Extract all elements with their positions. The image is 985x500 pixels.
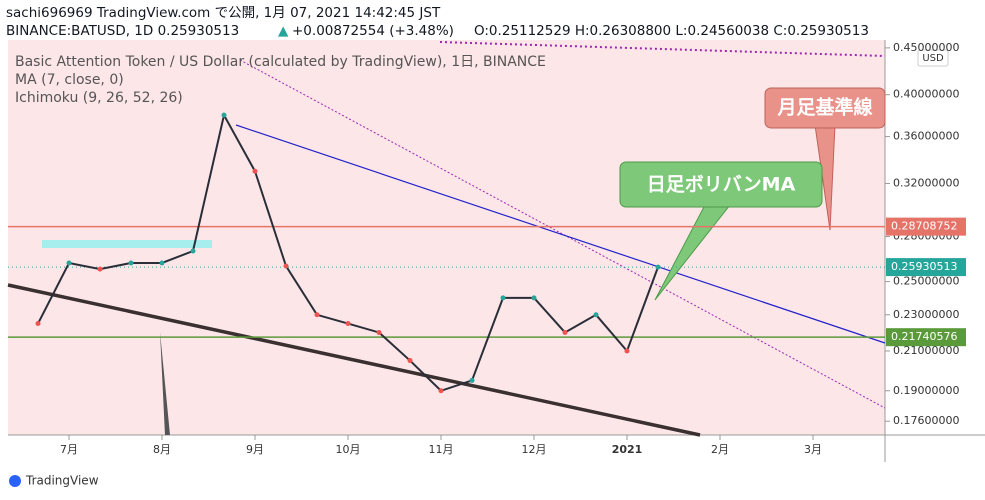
brand: TradingView: [25, 474, 99, 488]
price-point: [562, 329, 568, 335]
price-point: [190, 248, 196, 254]
trend-line: [235, 124, 886, 344]
price-point: [376, 329, 382, 335]
y-tick-label: 0.32000000: [893, 176, 959, 189]
header: sachi696969 TradingView.com で公開, 1月 07, …: [6, 5, 441, 21]
currency-box: [917, 49, 949, 67]
header-ohlc: O:0.25112529 H:0.26308800 L:0.24560038 C…: [474, 23, 869, 39]
price-point: [128, 260, 134, 266]
callout: [764, 87, 886, 129]
x-tick-label: 3月: [804, 443, 822, 456]
x-tick-label: 9月: [246, 443, 264, 456]
price-point: [221, 112, 227, 118]
plot-area: [8, 40, 885, 435]
x-tick-label: 2月: [711, 443, 729, 456]
price-point: [314, 312, 320, 318]
price-point: [655, 264, 661, 270]
x-tick-label: 2021: [612, 443, 643, 456]
price-point: [159, 260, 165, 266]
price-point: [345, 321, 351, 327]
x-tick-label: 11月: [429, 443, 454, 456]
trend-line: [439, 41, 886, 57]
header-change: +0.00872554 (+3.48%): [292, 23, 454, 39]
price-point: [500, 295, 506, 301]
level-label: 0.25930513: [891, 260, 957, 273]
annotation: 月足基準線: [776, 96, 872, 119]
price-point: [407, 358, 413, 364]
currency: USD: [922, 53, 944, 64]
y-tick-label: 0.40000000: [893, 88, 959, 101]
callout: [619, 161, 823, 208]
x-tick-label: 8月: [153, 443, 171, 456]
price-point: [66, 260, 72, 266]
price-point: [438, 388, 444, 394]
y-tick-label: 0.19000000: [893, 384, 959, 397]
y-tick-label: 0.21000000: [893, 344, 959, 357]
price-point: [593, 312, 599, 318]
y-tick-label: 0.45000000: [893, 41, 959, 54]
indicator: Ichimoku (9, 26, 52, 26): [15, 90, 183, 106]
header-symbol: BINANCE:BATUSD, 1D 0.25930513: [6, 23, 239, 39]
x-tick-label: 7月: [60, 443, 78, 456]
price-point: [469, 377, 475, 383]
y-tick-label: 0.17600000: [893, 414, 959, 427]
price-point: [283, 263, 289, 269]
pointer: [160, 332, 170, 435]
chart-title: Basic Attention Token / US Dollar (calcu…: [15, 54, 546, 70]
price-point: [97, 266, 103, 272]
price-point: [531, 295, 537, 301]
price-point: [624, 348, 630, 354]
level-label: 0.28708752: [891, 220, 957, 233]
header-arrow: ▲: [278, 23, 289, 39]
price-point: [35, 321, 41, 327]
price-point: [252, 168, 258, 174]
level-label-box: [886, 328, 966, 347]
x-tick-label: 12月: [522, 443, 547, 456]
trend-line: [7, 283, 701, 437]
highlight-zone: [42, 240, 212, 248]
annotation: 日足ボリバンMA: [647, 174, 796, 196]
indicator: MA (7, close, 0): [15, 72, 124, 88]
x-tick-label: 10月: [336, 443, 361, 456]
level-label-box: [886, 258, 966, 277]
logo: [9, 475, 21, 487]
level-label-box: [886, 217, 966, 236]
y-tick-label: 0.25000000: [893, 275, 959, 288]
level-label: 0.21740576: [891, 330, 957, 343]
y-tick-label: 0.23000000: [893, 308, 959, 321]
y-tick-label: 0.36000000: [893, 130, 959, 143]
